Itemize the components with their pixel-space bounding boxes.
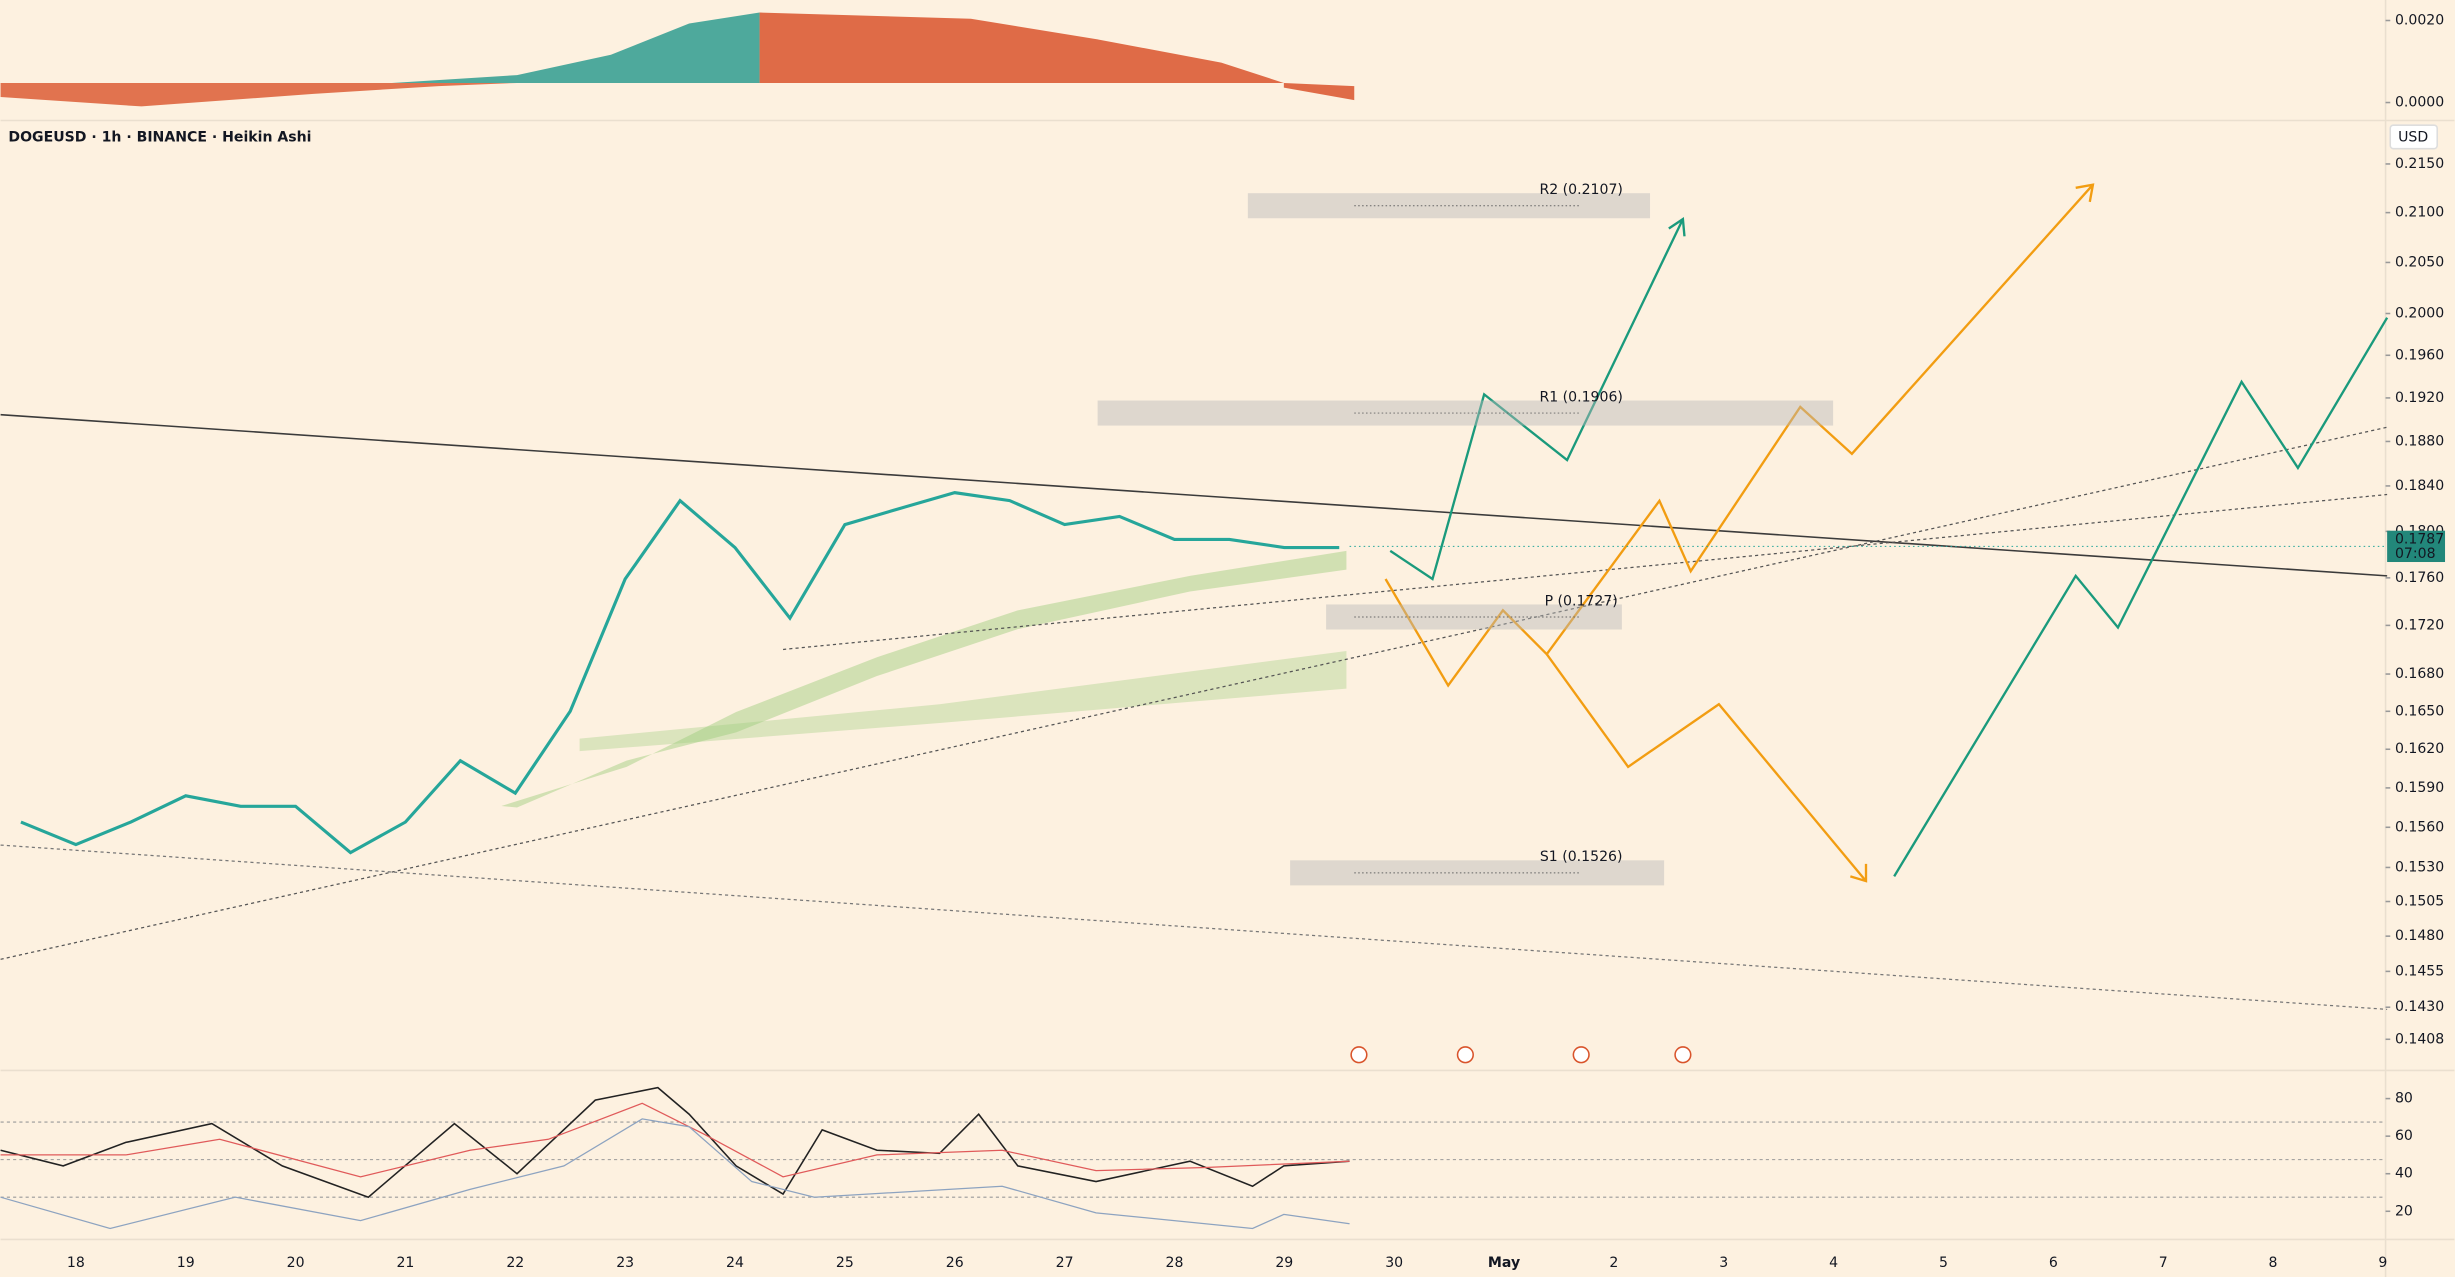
x-tick-label: 23 bbox=[616, 1255, 634, 1271]
x-tick-label: 27 bbox=[1056, 1255, 1074, 1271]
pivot-zone bbox=[1326, 604, 1622, 630]
y-tick-label: 0.0000 bbox=[2395, 95, 2444, 111]
x-tick-label: 28 bbox=[1165, 1255, 1183, 1271]
symbol-title: DOGEUSD · 1h · BINANCE · Heikin Ashi bbox=[8, 130, 311, 146]
y-tick-label: 0.2150 bbox=[2395, 156, 2444, 172]
y-tick-label: 0.1505 bbox=[2395, 894, 2444, 910]
y-tick-label: 0.1455 bbox=[2395, 963, 2444, 979]
y-tick-label: 0.1680 bbox=[2395, 666, 2444, 682]
price-line bbox=[20, 491, 1340, 855]
y-tick-label: 0.1650 bbox=[2395, 703, 2444, 719]
last-price-label: 0.1787 bbox=[2395, 531, 2444, 547]
y-tick-label: 60 bbox=[2395, 1128, 2413, 1144]
x-tick-label: 6 bbox=[2049, 1255, 2058, 1271]
y-tick-label: 0.1880 bbox=[2395, 433, 2444, 449]
x-tick-label: 26 bbox=[946, 1255, 964, 1271]
y-tick-label: 0.2050 bbox=[2395, 254, 2444, 270]
y-tick-label: 0.1720 bbox=[2395, 617, 2444, 633]
x-tick-label: 20 bbox=[287, 1255, 305, 1271]
y-tick-label: 0.1408 bbox=[2395, 1031, 2444, 1047]
y-tick-label: 80 bbox=[2395, 1091, 2413, 1107]
pivot-label: S1 (0.1526) bbox=[1540, 849, 1623, 865]
x-tick-label: 5 bbox=[1939, 1255, 1948, 1271]
currency-badge bbox=[2389, 124, 2438, 150]
countdown-label: 07:08 bbox=[2395, 546, 2436, 562]
x-tick-label: 25 bbox=[836, 1255, 854, 1271]
x-tick-label: 21 bbox=[396, 1255, 414, 1271]
x-tick-label: 8 bbox=[2269, 1255, 2278, 1271]
x-tick-label: 7 bbox=[2159, 1255, 2168, 1271]
y-tick-label: 0.1920 bbox=[2395, 390, 2444, 406]
y-tick-label: 0.0020 bbox=[2395, 13, 2444, 29]
pivot-label: R2 (0.2107) bbox=[1539, 182, 1622, 198]
y-tick-label: 0.1760 bbox=[2395, 570, 2444, 586]
x-tick-label: 30 bbox=[1385, 1255, 1403, 1271]
y-tick-label: 0.1430 bbox=[2395, 999, 2444, 1015]
y-tick-label: 0.1620 bbox=[2395, 741, 2444, 757]
y-tick-label: 0.1590 bbox=[2395, 780, 2444, 796]
x-tick-label: May bbox=[1488, 1255, 1520, 1271]
x-tick-label: 24 bbox=[726, 1255, 744, 1271]
y-tick-label: 0.2100 bbox=[2395, 205, 2444, 221]
y-tick-label: 40 bbox=[2395, 1166, 2413, 1182]
x-tick-label: 3 bbox=[1719, 1255, 1728, 1271]
y-tick-label: 0.1480 bbox=[2395, 928, 2444, 944]
x-tick-label: 22 bbox=[506, 1255, 524, 1271]
y-tick-label: 20 bbox=[2395, 1203, 2413, 1219]
y-tick-label: 0.2000 bbox=[2395, 306, 2444, 322]
x-tick-label: 19 bbox=[177, 1255, 195, 1271]
x-tick-label: 29 bbox=[1275, 1255, 1293, 1271]
x-tick-label: 18 bbox=[67, 1255, 85, 1271]
y-tick-label: 0.1530 bbox=[2395, 859, 2444, 875]
pivot-label: R1 (0.1906) bbox=[1539, 389, 1622, 405]
x-tick-label: 9 bbox=[2378, 1255, 2387, 1271]
pivot-label: P (0.1727) bbox=[1545, 593, 1618, 609]
y-tick-label: 0.1560 bbox=[2395, 819, 2444, 835]
y-tick-label: 0.1840 bbox=[2395, 478, 2444, 494]
last-price-badge bbox=[2387, 530, 2446, 563]
x-tick-label: 4 bbox=[1829, 1255, 1838, 1271]
y-tick-label: 0.1960 bbox=[2395, 347, 2444, 363]
x-tick-label: 2 bbox=[1609, 1255, 1618, 1271]
currency-label: USD bbox=[2398, 130, 2428, 146]
